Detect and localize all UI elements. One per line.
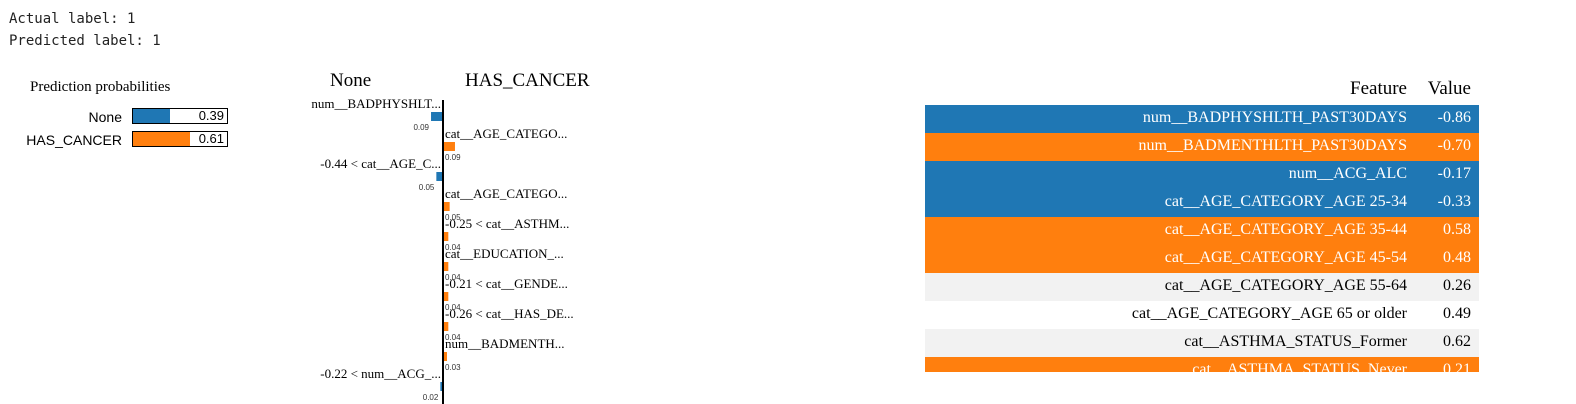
table-row: cat__AGE_CATEGORY_AGE 65 or older 0.49 [925,301,1479,329]
explanation-bars: num__BADPHYSHLT... 0.09 cat__AGE_CATEGO...… [311,96,574,404]
feature-weight-label: 0.04 [445,243,461,252]
probabilities-title: Prediction probabilities [30,79,171,95]
table-row: cat__AGE_CATEGORY_AGE 25-34 -0.33 [925,189,1479,217]
proba-bar-none [133,109,170,123]
contribution-bar [440,382,443,391]
table-cell-feature: num__BADPHYSHLTH_PAST30DAYS [1142,109,1407,126]
class-right-name: HAS_CANCER [465,70,590,91]
contribution-bar [443,292,449,301]
feature-label: num__BADPHYSHLT... [311,96,441,111]
feature-value-table: Feature Value num__BADPHYSHLTH_PAST30DAY… [925,74,1479,372]
proba-label-none: None [88,109,122,125]
feature-weight-label: 0.04 [445,333,461,342]
feature-weight-label: 0.09 [413,123,429,132]
table-row: num__ACG_ALC -0.17 [925,161,1479,189]
table-cell-feature: cat__AGE_CATEGORY_AGE 65 or older [1131,305,1407,322]
table-cell-feature: cat__ASTHMA_STATUS_Never [1192,361,1407,372]
contribution-bar [443,262,449,271]
table-cell-value: -0.17 [1437,165,1471,182]
feature-label: cat__EDUCATION_... [445,246,564,261]
feature-label: -0.44 < cat__AGE_C... [320,156,441,171]
feature-label: -0.26 < cat__HAS_DE... [445,306,574,321]
table-cell-feature: num__ACG_ALC [1288,165,1407,182]
table-row: cat__AGE_CATEGORY_AGE 45-54 0.48 [925,245,1479,273]
contribution-bar [436,172,443,181]
contribution-bar [443,232,449,241]
table-row: num__BADMENTHLTH_PAST30DAYS -0.70 [925,133,1479,161]
class-left-name: None [330,70,372,91]
table-cell-value: 0.48 [1443,249,1471,266]
table-cell-value: 0.21 [1443,361,1471,372]
table-cell-value: 0.49 [1443,305,1471,322]
feature-weight-label: 0.02 [423,393,439,402]
table-row: cat__AGE_CATEGORY_AGE 35-44 0.58 [925,217,1479,245]
table-cell-feature: cat__AGE_CATEGORY_AGE 55-64 [1164,277,1407,294]
contribution-bar [443,202,450,211]
table-cell-value: -0.70 [1437,137,1471,154]
output-text: Actual label: 1 Predicted label: 1 [9,8,161,52]
contribution-bar [443,142,455,151]
table-row: cat__ASTHMA_STATUS_Former 0.62 [925,329,1479,357]
contribution-bar [443,322,449,331]
contribution-bar [443,352,447,361]
contribution-bar [431,112,443,121]
proba-bar-has-cancer [133,132,191,146]
proba-value-has-cancer: 0.61 [198,131,224,146]
feature-label: num__BADMENTH... [445,336,565,351]
feature-label: -0.25 < cat__ASTHM... [445,216,569,231]
actual-label-line: Actual label: 1 [9,11,136,27]
table-cell-feature: cat__ASTHMA_STATUS_Former [1184,333,1407,350]
feature-label: -0.22 < num__ACG_... [320,366,441,381]
feature-weight-label: 0.09 [445,153,461,162]
proba-box-none: 0.39 [132,108,228,124]
feature-label: cat__AGE_CATEGO... [445,186,567,201]
table-cell-feature: cat__AGE_CATEGORY_AGE 25-34 [1164,193,1407,210]
table-header: Feature Value [925,74,1479,104]
proba-row-none: None 0.39 [0,108,240,126]
table-cell-value: -0.86 [1437,109,1471,126]
table-row: cat__ASTHMA_STATUS_Never 0.21 [925,357,1479,372]
table-cell-feature: num__BADMENTHLTH_PAST30DAYS [1138,137,1408,154]
feature-weight-label: 0.03 [445,363,461,372]
table-cell-value: 0.26 [1443,277,1471,294]
feature-weight-label: 0.04 [445,273,461,282]
feature-label: -0.21 < cat__GENDE... [445,276,568,291]
feature-weight-label: 0.05 [445,213,461,222]
table-cell-feature: cat__AGE_CATEGORY_AGE 45-54 [1164,249,1407,266]
header-value: Value [1427,78,1471,99]
explanation-chart: None HAS_CANCER num__BADPHYSHLT... 0.09 ca… [290,60,620,404]
feature-weight-label: 0.04 [445,303,461,312]
feature-label: cat__AGE_CATEGO... [445,126,567,141]
table-row: cat__AGE_CATEGORY_AGE 55-64 0.26 [925,273,1479,301]
table-row: num__BADPHYSHLTH_PAST30DAYS -0.86 [925,105,1479,133]
header-feature: Feature [1350,78,1407,99]
table-cell-value: -0.33 [1437,193,1471,210]
proba-value-none: 0.39 [198,108,224,123]
table-cell-value: 0.58 [1443,221,1471,238]
proba-label-has-cancer: HAS_CANCER [26,132,122,148]
feature-weight-label: 0.05 [419,183,435,192]
table-cell-value: 0.62 [1443,333,1471,350]
table-cell-feature: cat__AGE_CATEGORY_AGE 35-44 [1164,221,1407,238]
predicted-label-line: Predicted label: 1 [9,33,161,49]
proba-row-has-cancer: HAS_CANCER 0.61 [0,131,240,149]
proba-box-has-cancer: 0.61 [132,131,228,147]
